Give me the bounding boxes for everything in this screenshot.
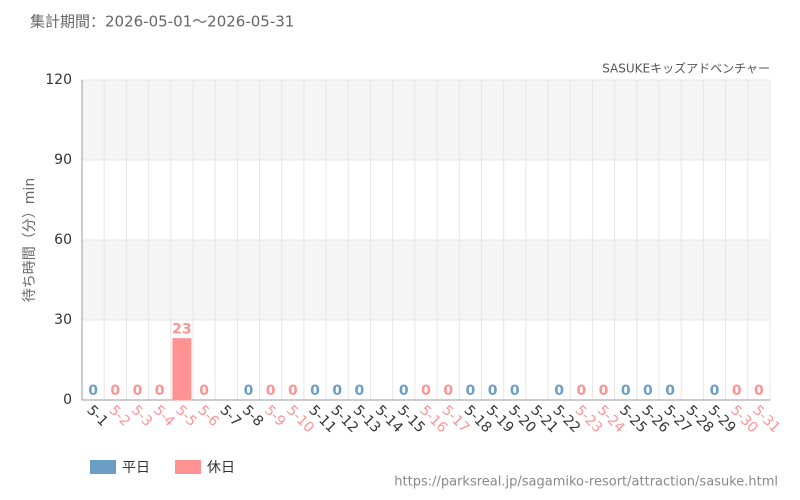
x-tick-label: 5-8 — [239, 402, 266, 429]
value-label: 0 — [399, 383, 409, 399]
x-tick-label: 5-6 — [194, 402, 222, 430]
value-label: 0 — [332, 383, 342, 399]
plot-band — [82, 240, 770, 320]
value-label: 0 — [110, 383, 120, 399]
value-label: 0 — [199, 383, 209, 399]
value-label: 0 — [643, 383, 653, 399]
value-label: 0 — [443, 383, 453, 399]
y-tick-label: 30 — [54, 312, 72, 328]
value-label: 0 — [665, 383, 675, 399]
value-label: 0 — [576, 383, 586, 399]
y-tick-label: 60 — [54, 232, 72, 248]
value-label: 0 — [266, 383, 276, 399]
period: 集計期間：2026-05-01～2026-05-31 — [30, 13, 294, 31]
x-tick-label: 5-5 — [172, 402, 199, 429]
value-label: 0 — [488, 383, 498, 399]
y-tick-label: 0 — [63, 392, 72, 408]
y-axis-label: 待ち時間（分）min — [22, 178, 38, 302]
x-tick-label: 5-3 — [128, 402, 155, 429]
legend-label: 平日 — [122, 460, 150, 476]
source-url: https://parksreal.jp/sagamiko-resort/att… — [394, 475, 778, 490]
value-label: 0 — [310, 383, 320, 399]
value-label: 0 — [732, 383, 742, 399]
value-label: 0 — [133, 383, 143, 399]
value-label: 0 — [754, 383, 764, 399]
x-tick-label: 5-4 — [150, 402, 178, 430]
legend-swatch — [90, 460, 116, 474]
value-label: 0 — [88, 383, 98, 399]
legend-swatch — [175, 460, 201, 474]
y-tick-label: 120 — [45, 72, 72, 88]
legend-label: 休日 — [207, 460, 235, 476]
value-label: 0 — [244, 383, 254, 399]
bar — [172, 338, 192, 401]
value-label: 0 — [554, 383, 564, 399]
x-tick-label: 5-9 — [261, 402, 288, 429]
value-label: 0 — [288, 383, 298, 399]
value-label: 0 — [621, 383, 631, 399]
value-label: 0 — [355, 383, 365, 399]
chart-title: SASUKEキッズアドベンチャー — [602, 61, 770, 76]
x-tick-label: 5-2 — [106, 402, 133, 429]
value-label: 0 — [155, 383, 165, 399]
value-label: 0 — [510, 383, 520, 399]
x-tick-label: 5-7 — [217, 402, 244, 429]
value-label: 0 — [466, 383, 476, 399]
value-label: 0 — [599, 383, 609, 399]
x-tick-label: 5-1 — [83, 402, 110, 429]
value-label: 23 — [172, 322, 191, 338]
y-tick-label: 90 — [54, 152, 72, 168]
plot-band — [82, 80, 770, 160]
value-label: 0 — [710, 383, 720, 399]
value-label: 0 — [421, 383, 431, 399]
